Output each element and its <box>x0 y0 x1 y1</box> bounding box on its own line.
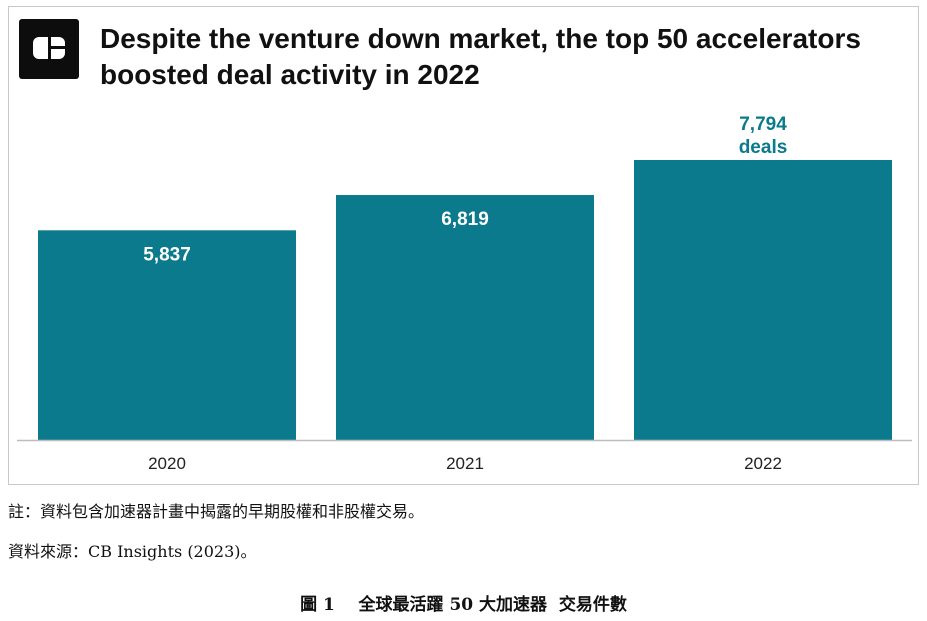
figure-label: 圖 1 <box>300 595 335 615</box>
data-label-2022: 7,794 <box>739 114 787 135</box>
cb-insights-logo-icon <box>19 19 79 79</box>
bar-2021 <box>336 195 594 440</box>
logo-mark <box>33 37 65 59</box>
x-tick-label-2022: 2022 <box>744 454 782 473</box>
chart-source: 資料來源：CB Insights (2023)。 <box>8 542 257 561</box>
data-label-unit: deals <box>739 137 788 158</box>
data-label-2020: 5,837 <box>143 244 191 265</box>
x-tick-label-2020: 2020 <box>148 454 186 473</box>
chart-title: Despite the venture down market, the top… <box>100 23 861 90</box>
figure-caption: 圖 1 全球最活躍 50 大加速器 交易件數 <box>0 590 927 615</box>
data-label-2021: 6,819 <box>441 209 489 230</box>
figure-caption-text: 全球最活躍 50 大加速器 交易件數 <box>358 595 627 615</box>
chart-note: 註：資料包含加速器計畫中揭露的早期股權和非股權交易。 <box>8 502 425 521</box>
bar-2022 <box>634 160 892 440</box>
chart-frame: Despite the venture down market, the top… <box>8 6 919 485</box>
x-tick-label-2021: 2021 <box>446 454 484 473</box>
bar-2020 <box>38 230 296 440</box>
